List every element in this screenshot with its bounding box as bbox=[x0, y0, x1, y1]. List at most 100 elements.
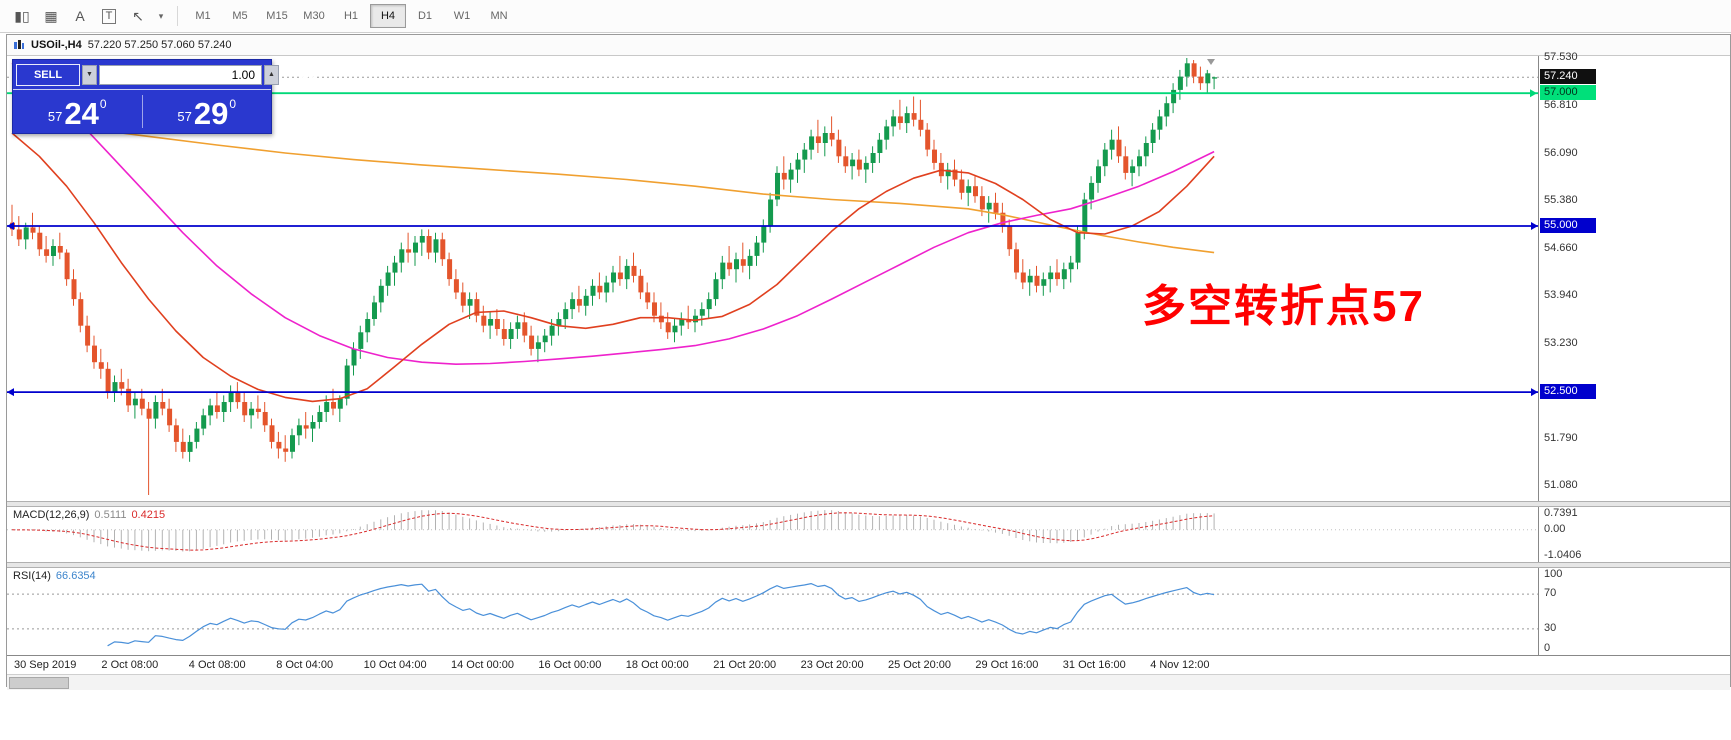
ma-fast-red bbox=[11, 132, 1215, 403]
chart-title-icon bbox=[14, 40, 24, 49]
cursor-tool-icon[interactable]: ↖ bbox=[132, 7, 144, 24]
macd-name: MACD(12,26,9) bbox=[13, 509, 90, 521]
rsi-pane-row: RSI(14) 66.6354 100 70 30 0 bbox=[7, 568, 1730, 655]
buy-price-pips: 29 bbox=[193, 96, 229, 131]
rsi-label: RSI(14) 66.6354 bbox=[11, 570, 98, 582]
rsi-axis-label: 0 bbox=[1544, 642, 1551, 654]
macd-axis[interactable]: 0.7391 0.00 -1.0406 bbox=[1539, 507, 1730, 562]
tool-icons-group: ▮▯ ▦ A T ↖ ▾ bbox=[8, 3, 170, 29]
rsi-axis[interactable]: 100 70 30 0 bbox=[1539, 568, 1730, 655]
rsi-name: RSI(14) bbox=[13, 570, 51, 582]
sell-button[interactable]: SELL bbox=[16, 63, 80, 86]
price-badge-55.000: 55.000 bbox=[1540, 218, 1596, 234]
time-axis-label: 31 Oct 16:00 bbox=[1062, 659, 1126, 671]
rsi-axis-label: 100 bbox=[1544, 568, 1563, 580]
macd-label: MACD(12,26,9) 0.5111 0.4215 bbox=[11, 509, 168, 521]
timeframe-buttons-group: M1 M5 M15 M30 H1 H4 D1 W1 MN bbox=[185, 4, 518, 28]
time-axis-label: 30 Sep 2019 bbox=[14, 659, 77, 671]
font-tool-icon[interactable]: A bbox=[75, 8, 85, 24]
rsi-canvas bbox=[7, 583, 1538, 647]
drawing-dropdown-caret-icon[interactable]: ▾ bbox=[158, 10, 164, 21]
macd-signal-line bbox=[11, 512, 1215, 551]
timeframe-button-m5[interactable]: M5 bbox=[232, 10, 248, 22]
price-axis-label: 57.530 bbox=[1544, 51, 1578, 63]
macd-axis-label: 0.00 bbox=[1544, 522, 1566, 535]
time-axis[interactable]: 30 Sep 2019 2 Oct 08:00 4 Oct 08:00 8 Oct 0… bbox=[7, 655, 1730, 674]
price-axis-label: 56.090 bbox=[1544, 146, 1578, 159]
price-axis-label: 54.660 bbox=[1544, 241, 1578, 254]
buy-price-integer: 57 bbox=[177, 109, 192, 124]
text-label-icon[interactable]: T bbox=[95, 3, 123, 29]
sell-price-pips: 24 bbox=[64, 96, 99, 131]
timeframe-button-m1[interactable]: M1 bbox=[195, 10, 211, 22]
candlestick-chart-icon[interactable]: ▮▯ bbox=[14, 7, 30, 24]
time-axis-label: 25 Oct 20:00 bbox=[888, 659, 951, 671]
macd-signal-value: 0.4215 bbox=[131, 509, 166, 521]
one-click-trading-panel: SELL ▼ ▲ BUY 57 24 0 bbox=[12, 59, 345, 134]
price-axis-label: 55.380 bbox=[1544, 193, 1578, 206]
volume-increase-caret-icon[interactable]: ▲ bbox=[264, 64, 279, 85]
horizontal-scrollbar-thumb[interactable] bbox=[9, 677, 69, 689]
toolbar-separator bbox=[177, 6, 178, 26]
time-axis-label: 21 Oct 20:00 bbox=[713, 659, 777, 671]
price-axis-label: 53.230 bbox=[1544, 336, 1578, 349]
time-axis-label: 18 Oct 00:00 bbox=[625, 659, 689, 671]
timeframe-button-h1[interactable]: H1 bbox=[343, 10, 359, 22]
rsi-value: 66.6354 bbox=[55, 570, 96, 582]
price-axis-label: 51.080 bbox=[1544, 479, 1578, 492]
sell-price-point: 0 bbox=[99, 97, 107, 111]
chart-shift-marker bbox=[1207, 59, 1215, 65]
timeframe-button-m15[interactable]: M15 bbox=[266, 10, 288, 22]
buy-button[interactable]: BUY bbox=[281, 63, 345, 86]
time-axis-label: 4 Oct 08:00 bbox=[188, 659, 246, 671]
timeframe-button-d1[interactable]: D1 bbox=[417, 10, 433, 22]
timeframe-button-m30[interactable]: M30 bbox=[303, 10, 325, 22]
pane-splitter[interactable] bbox=[7, 501, 1730, 507]
grid-indicator-icon[interactable]: ▦ bbox=[44, 7, 58, 24]
ohlc-values-label: 57.220 57.250 57.060 57.240 bbox=[87, 39, 232, 51]
trade-panel-prices-row: 57 24 0 57 29 0 bbox=[13, 89, 271, 133]
time-axis-label: 14 Oct 00:00 bbox=[451, 659, 514, 671]
price-axis-label: 53.940 bbox=[1544, 289, 1578, 302]
time-axis-label: 29 Oct 16:00 bbox=[975, 659, 1039, 671]
rsi-axis-label: 70 bbox=[1544, 587, 1557, 600]
timeframe-button-h4[interactable]: H4 bbox=[370, 4, 406, 28]
price-axis-label: 56.810 bbox=[1544, 98, 1578, 111]
time-axis-label: 8 Oct 04:00 bbox=[276, 659, 334, 671]
price-badge-57.000: 57.000 bbox=[1540, 85, 1596, 101]
symbol-timeframe-label: USOil-,H4 bbox=[31, 39, 82, 51]
price-axis-label: 51.790 bbox=[1544, 432, 1578, 445]
time-axis-label: 10 Oct 04:00 bbox=[363, 659, 427, 671]
timeframe-button-w1[interactable]: W1 bbox=[453, 10, 471, 22]
price-axis[interactable]: 57.530 56.810 56.090 55.380 54.660 53.940 53.2… bbox=[1539, 51, 1730, 501]
macd-pane-row: MACD(12,26,9) 0.5111 0.4215 0.7391 0.00 -1.0… bbox=[7, 507, 1730, 562]
pane-splitter[interactable] bbox=[7, 562, 1730, 568]
volume-input[interactable] bbox=[99, 64, 262, 85]
macd-indicator-area[interactable]: MACD(12,26,9) 0.5111 0.4215 bbox=[7, 507, 1539, 562]
timeframe-button-mn[interactable]: MN bbox=[490, 10, 508, 22]
rsi-indicator-area[interactable]: RSI(14) 66.6354 bbox=[7, 568, 1539, 655]
buy-price[interactable]: 57 29 0 bbox=[143, 90, 272, 133]
sell-price[interactable]: 57 24 0 bbox=[13, 90, 142, 133]
time-axis-label: 4 Nov 12:00 bbox=[1150, 659, 1210, 671]
main-toolbar: ▮▯ ▦ A T ↖ ▾ M1 M5 M15 M30 H1 H4 D1 W1 MN bbox=[0, 0, 1731, 33]
price-badge-57.240: 57.240 bbox=[1540, 69, 1596, 85]
trade-panel-divider bbox=[141, 95, 143, 128]
price-chart-area[interactable]: SELL ▼ ▲ BUY 57 24 0 bbox=[7, 56, 1539, 501]
macd-axis-label: -1.0406 bbox=[1544, 549, 1582, 561]
macd-axis-label: 0.7391 bbox=[1544, 507, 1578, 519]
rsi-line bbox=[107, 583, 1215, 647]
horizontal-scrollbar[interactable] bbox=[7, 674, 1730, 690]
macd-canvas bbox=[7, 510, 1538, 552]
chart-text-annotation: 多空转折点57 bbox=[1142, 282, 1425, 331]
price-badge-52.500: 52.500 bbox=[1540, 384, 1596, 400]
price-chart-canvas[interactable] bbox=[7, 56, 1538, 501]
chart-title-bar: USOil-,H4 57.220 57.250 57.060 57.240 bbox=[7, 35, 1730, 56]
sell-price-integer: 57 bbox=[47, 109, 63, 124]
time-axis-label: 16 Oct 00:00 bbox=[538, 659, 602, 671]
volume-dropdown-caret-icon[interactable]: ▼ bbox=[82, 64, 97, 85]
ma-slow-orange bbox=[11, 117, 1215, 254]
time-axis-label: 2 Oct 08:00 bbox=[101, 659, 159, 671]
ma-mid-magenta bbox=[11, 62, 1215, 365]
